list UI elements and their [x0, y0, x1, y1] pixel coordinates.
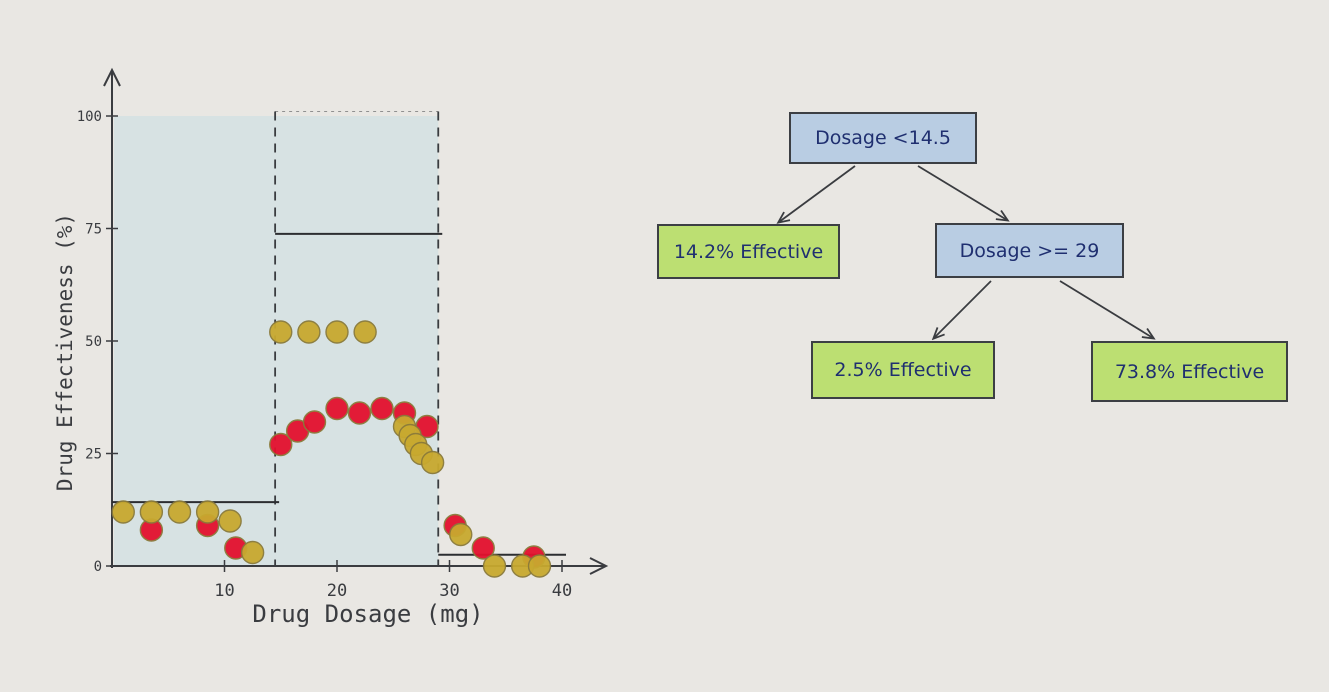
data-point-yellow: [482, 554, 507, 578]
tree-leaf-mid-dosage: 73.8% Effective: [1091, 341, 1288, 402]
y-tick-label: 0: [94, 559, 102, 575]
tree-leaf-low-dosage: 14.2% Effective: [657, 224, 840, 279]
data-point-yellow: [139, 500, 164, 524]
data-point-red: [302, 410, 327, 434]
data-point-yellow: [353, 320, 377, 344]
x-tick-label: 30: [439, 581, 459, 601]
data-point-yellow: [325, 320, 349, 344]
tree-split-node: Dosage >= 29: [935, 223, 1124, 278]
tree-root-node: Dosage <14.5: [789, 112, 977, 164]
edge-split-to-left-leaf: [934, 280, 992, 338]
y-tick-label: 75: [85, 222, 102, 238]
data-point-red: [370, 396, 394, 421]
data-point-red: [347, 401, 372, 425]
y-tick-label: 25: [85, 447, 102, 463]
x-tick-label: 10: [214, 581, 234, 601]
data-point-yellow: [420, 450, 445, 475]
data-point-yellow: [240, 540, 265, 565]
edge-root-to-leaf: [779, 165, 856, 222]
region-shade: [275, 116, 439, 566]
data-point-yellow: [527, 554, 552, 578]
data-point-yellow: [269, 320, 293, 344]
data-point-red: [269, 432, 293, 457]
x-tick-label: 20: [327, 581, 347, 601]
y-tick-label: 50: [85, 334, 102, 350]
tree-leaf-high-dosage: 2.5% Effective: [811, 341, 995, 399]
edge-split-to-right-leaf: [1059, 280, 1153, 338]
data-point-yellow: [449, 522, 473, 547]
data-point-yellow: [167, 500, 192, 524]
region-shade: [114, 116, 276, 566]
edge-root-to-split: [917, 165, 1007, 220]
y-tick-label: 100: [77, 109, 102, 125]
y-axis-arrow: [103, 67, 121, 87]
data-point-red: [471, 536, 495, 560]
x-tick-label: 40: [552, 581, 572, 601]
y-axis-label: Drug Effectiveness (%): [53, 213, 77, 491]
data-point-red: [325, 396, 349, 421]
scatter-plot: 0 25 50 75 100 10 20 30 40 Drug Dosage (mg) Drug E…: [53, 67, 609, 628]
data-point-yellow: [195, 500, 220, 524]
data-point-yellow: [218, 509, 242, 533]
x-axis-label: Drug Dosage (mg): [252, 600, 483, 628]
data-point-yellow: [297, 320, 321, 344]
x-axis-arrow: [589, 557, 609, 575]
data-point-yellow: [111, 500, 135, 524]
